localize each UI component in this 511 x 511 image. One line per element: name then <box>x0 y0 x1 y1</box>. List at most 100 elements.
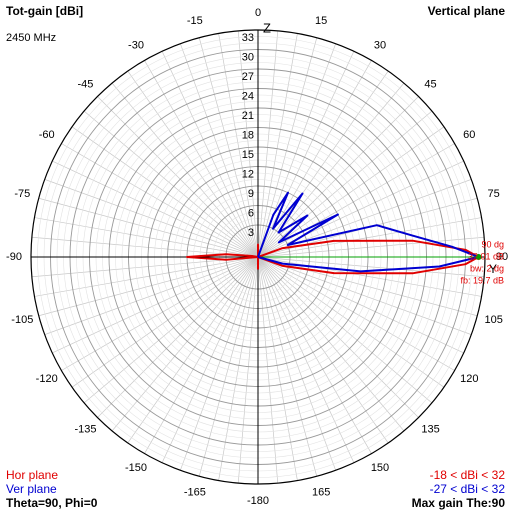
grid-spoke <box>71 126 259 258</box>
grid-spoke <box>83 256 259 404</box>
angle-tick-label: -30 <box>128 40 144 52</box>
grid-spoke <box>97 96 259 258</box>
frequency-label: 2450 MHz <box>6 32 57 44</box>
radial-tick-label: 15 <box>242 149 254 161</box>
grid-spoke <box>61 143 259 258</box>
grid-spoke <box>180 256 259 471</box>
hor-plane-trace <box>186 239 480 275</box>
grid-spoke <box>257 256 318 477</box>
angle-tick-label: -90 <box>6 251 22 263</box>
grid-spoke <box>257 96 419 258</box>
angle-tick-label: 0 <box>255 7 261 19</box>
grid-spoke <box>52 256 259 354</box>
angle-tick-label: 45 <box>424 78 436 90</box>
angle-tick-label: 135 <box>421 423 439 435</box>
legend-ver-plane: Ver plane <box>6 482 57 496</box>
grid-spoke <box>257 256 279 484</box>
angle-tick-label: 90 <box>496 251 508 263</box>
angle-tick-label: -105 <box>11 314 33 326</box>
grid-spoke <box>257 256 419 418</box>
plane-label: Vertical plane <box>427 4 505 18</box>
grid-spoke <box>218 256 259 481</box>
grid-spoke <box>97 256 259 418</box>
grid-spoke <box>257 30 279 258</box>
grid-spoke <box>257 256 485 278</box>
radial-tick-label: 30 <box>242 51 254 63</box>
axis-label-y: Y <box>489 262 497 276</box>
grid-spoke <box>61 256 259 371</box>
grid-spoke <box>111 256 259 432</box>
chart-title: Tot-gain [dBi] <box>6 4 84 18</box>
grid-spoke <box>161 256 259 463</box>
axis-label-z: Z <box>263 20 271 35</box>
grid-spoke <box>257 256 336 471</box>
grid-spoke <box>237 30 259 258</box>
grid-spoke <box>180 43 259 258</box>
max-gain-label: Max gain The:90 <box>411 496 505 510</box>
grid-spoke <box>127 256 259 444</box>
angle-tick-label: -15 <box>187 15 203 27</box>
radial-tick-label: 12 <box>242 168 254 180</box>
grid-spoke <box>83 110 259 258</box>
angle-tick-label: 165 <box>312 487 330 499</box>
grid-spoke <box>198 256 259 477</box>
grid-spoke <box>38 256 259 317</box>
grid-spoke <box>257 143 455 258</box>
angle-tick-label: -75 <box>14 188 30 200</box>
grid-spoke <box>257 236 485 258</box>
grid-spoke <box>257 256 298 481</box>
radial-tick-label: 18 <box>242 129 254 141</box>
radial-tick-label: 6 <box>248 207 254 219</box>
radial-tick-label: 27 <box>242 71 254 83</box>
angle-tick-label: -150 <box>125 462 147 474</box>
grid-spoke <box>257 256 433 404</box>
grid-spoke <box>257 110 433 258</box>
grid-spoke <box>52 160 259 258</box>
max-annotation-line: bw: 2 dg <box>470 263 504 273</box>
grid-spoke <box>257 256 405 432</box>
grid-spoke <box>34 217 259 258</box>
radial-tick-label: 9 <box>248 188 254 200</box>
radial-tick-label: 33 <box>242 32 254 44</box>
grid-spoke <box>257 256 355 463</box>
grid-spoke <box>257 256 372 454</box>
angle-tick-label: 120 <box>460 373 478 385</box>
angles-label: Theta=90, Phi=0 <box>6 496 98 510</box>
grid-spoke <box>257 256 445 388</box>
grid-spoke <box>44 179 259 258</box>
legend-hor-plane: Hor plane <box>6 468 59 482</box>
angle-tick-label: 15 <box>315 15 327 27</box>
grid-spoke <box>257 126 445 258</box>
angle-tick-label: -120 <box>36 373 58 385</box>
grid-spoke <box>144 60 259 258</box>
grid-spoke <box>257 33 298 258</box>
grid-spoke <box>257 37 318 258</box>
grid-spoke <box>237 256 259 484</box>
radial-tick-label: 21 <box>242 110 254 122</box>
grid-spoke <box>257 160 464 258</box>
ver-range-label: -27 < dBi < 32 <box>429 482 505 496</box>
angle-tick-label: 30 <box>374 40 386 52</box>
angle-tick-label: 105 <box>485 314 503 326</box>
angle-tick-label: 150 <box>371 462 389 474</box>
max-annotation-line: fb: 19.7 dB <box>460 275 504 285</box>
angle-tick-label: 75 <box>488 188 500 200</box>
grid-spoke <box>71 256 259 388</box>
max-gain-marker <box>475 254 482 260</box>
angle-tick-label: -60 <box>39 129 55 141</box>
ver-plane-trace <box>257 191 480 273</box>
radial-tick-label: 24 <box>242 90 254 102</box>
grid-spoke <box>257 256 464 354</box>
grid-spoke <box>127 70 259 258</box>
grid-spoke <box>198 37 259 258</box>
max-annotation-line: 32.01 dB <box>468 251 504 261</box>
grid-spoke <box>161 51 259 258</box>
angle-tick-label: -45 <box>78 78 94 90</box>
grid-spoke <box>257 51 355 258</box>
angle-tick-label: -135 <box>74 423 96 435</box>
angle-tick-label: 60 <box>463 129 475 141</box>
angle-tick-label: -180 <box>247 495 269 507</box>
grid-spoke <box>111 82 259 258</box>
grid-spoke <box>34 256 259 297</box>
